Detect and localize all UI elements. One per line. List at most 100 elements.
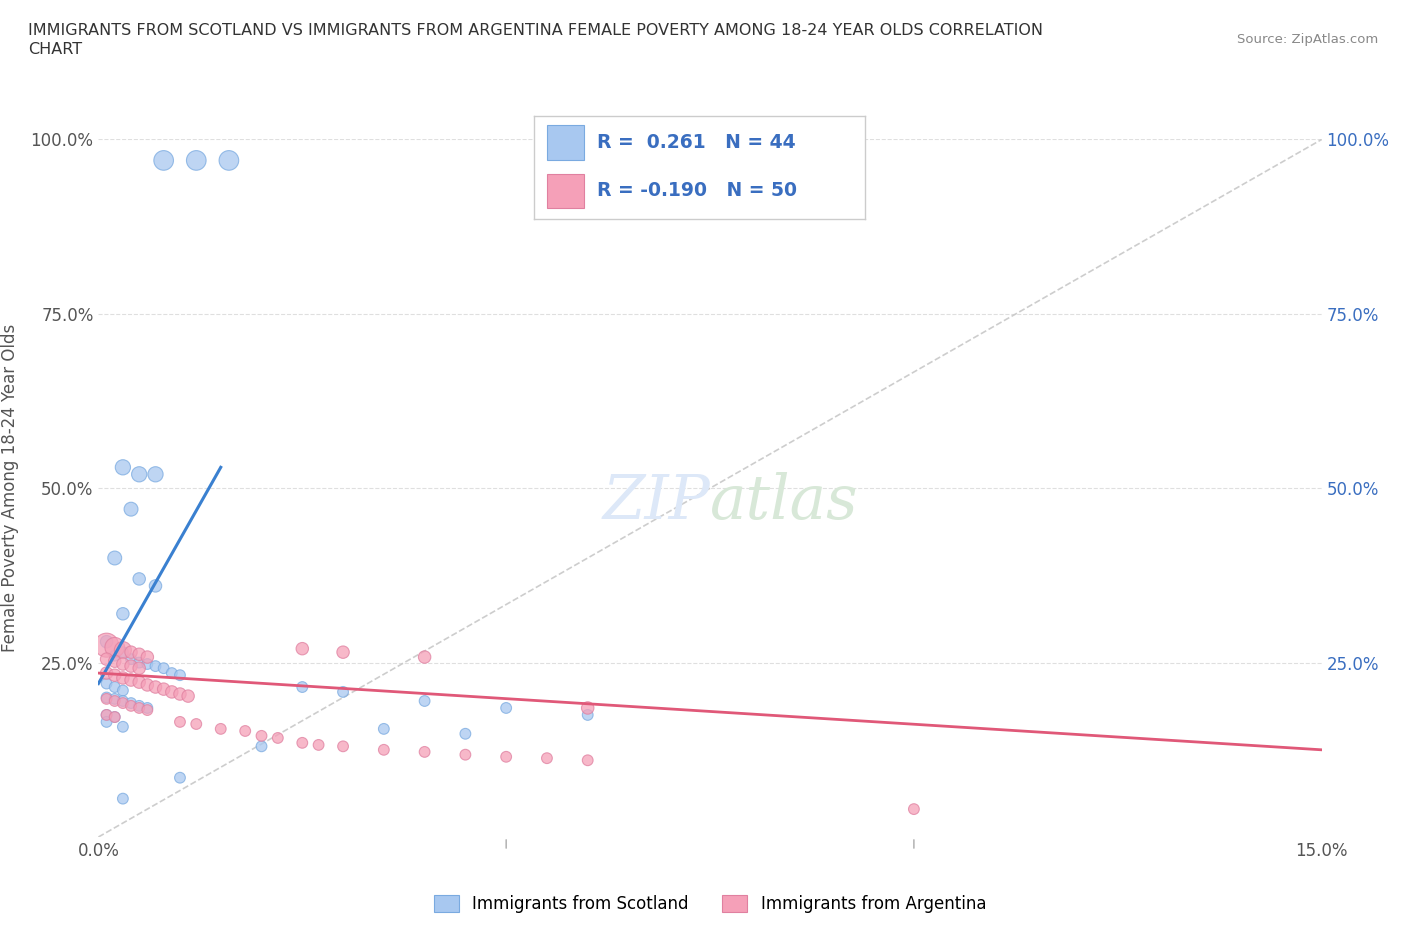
Point — [186, 717, 208, 732]
Point — [96, 690, 118, 705]
Point — [136, 657, 159, 671]
Point — [111, 657, 134, 671]
Point — [332, 644, 354, 659]
Point — [120, 652, 142, 667]
Point — [308, 737, 330, 752]
Text: Source: ZipAtlas.com: Source: ZipAtlas.com — [1237, 33, 1378, 46]
Legend: Immigrants from Scotland, Immigrants from Argentina: Immigrants from Scotland, Immigrants fro… — [427, 888, 993, 920]
Point — [152, 682, 174, 697]
Point — [495, 700, 517, 715]
Point — [96, 676, 118, 691]
Point — [128, 656, 150, 671]
Bar — [547, 174, 583, 208]
Point — [104, 694, 127, 709]
Point — [169, 770, 191, 785]
Text: atlas: atlas — [710, 472, 859, 532]
Point — [104, 680, 127, 695]
Point — [120, 672, 142, 687]
Point — [145, 578, 167, 593]
Point — [111, 643, 134, 658]
Text: ZIP: ZIP — [602, 472, 710, 532]
Point — [291, 680, 314, 695]
Point — [169, 686, 191, 701]
Point — [96, 708, 118, 723]
Point — [145, 467, 167, 482]
Point — [111, 696, 134, 711]
Point — [111, 791, 134, 806]
Point — [111, 606, 134, 621]
Point — [209, 722, 232, 737]
Point — [120, 644, 142, 659]
Point — [160, 666, 183, 681]
Point — [218, 153, 240, 168]
Point — [120, 698, 142, 713]
Point — [160, 684, 183, 699]
Point — [96, 652, 118, 667]
Point — [413, 694, 436, 709]
Point — [96, 714, 118, 729]
Point — [169, 714, 191, 729]
Point — [576, 700, 599, 715]
Point — [128, 571, 150, 587]
Point — [104, 648, 127, 663]
Point — [128, 698, 150, 713]
Point — [111, 683, 134, 698]
Point — [128, 467, 150, 482]
Point — [152, 153, 174, 168]
Point — [120, 658, 142, 673]
Point — [128, 660, 150, 675]
Point — [136, 677, 159, 692]
Point — [291, 736, 314, 751]
Point — [536, 751, 558, 765]
Point — [576, 753, 599, 768]
Point — [373, 722, 395, 737]
Point — [111, 460, 134, 474]
Point — [111, 644, 134, 659]
Point — [128, 675, 150, 690]
Point — [145, 680, 167, 695]
Point — [413, 649, 436, 664]
Point — [576, 708, 599, 723]
Point — [152, 660, 174, 675]
Point — [169, 668, 191, 683]
Point — [120, 502, 142, 517]
Point — [104, 654, 127, 669]
Point — [96, 638, 118, 653]
Point — [111, 671, 134, 685]
Point — [413, 744, 436, 759]
Point — [104, 710, 127, 724]
Point — [250, 738, 273, 753]
Point — [96, 708, 118, 723]
Point — [332, 684, 354, 699]
Bar — [547, 126, 583, 160]
Text: IMMIGRANTS FROM SCOTLAND VS IMMIGRANTS FROM ARGENTINA FEMALE POVERTY AMONG 18-24: IMMIGRANTS FROM SCOTLAND VS IMMIGRANTS F… — [28, 23, 1043, 38]
Point — [332, 738, 354, 753]
Point — [495, 750, 517, 764]
Point — [903, 802, 925, 817]
Point — [96, 666, 118, 681]
Point — [267, 731, 290, 746]
Point — [454, 748, 477, 763]
Point — [233, 724, 256, 738]
Point — [104, 668, 127, 683]
Y-axis label: Female Poverty Among 18-24 Year Olds: Female Poverty Among 18-24 Year Olds — [1, 325, 20, 652]
Point — [104, 710, 127, 724]
Point — [128, 700, 150, 715]
Point — [454, 726, 477, 741]
Point — [291, 642, 314, 657]
Point — [136, 700, 159, 715]
Point — [373, 742, 395, 757]
Point — [128, 647, 150, 662]
Point — [120, 696, 142, 711]
Point — [250, 728, 273, 743]
Text: CHART: CHART — [28, 42, 82, 57]
Point — [177, 688, 200, 703]
Point — [136, 703, 159, 718]
Text: R =  0.261   N = 44: R = 0.261 N = 44 — [598, 133, 796, 153]
Point — [111, 694, 134, 709]
Text: R = -0.190   N = 50: R = -0.190 N = 50 — [598, 181, 797, 201]
Point — [136, 649, 159, 664]
Point — [96, 692, 118, 707]
Point — [145, 658, 167, 673]
Point — [104, 551, 127, 565]
